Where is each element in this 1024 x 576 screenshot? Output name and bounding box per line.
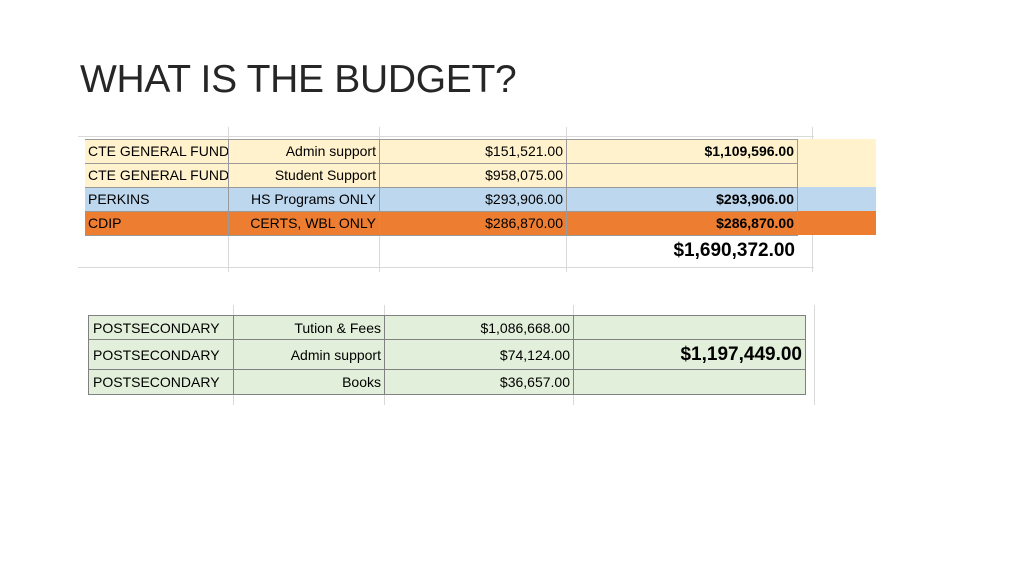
subtotal-cell: $293,906.00 <box>567 187 798 211</box>
table-row: CTE GENERAL FUND Admin support $151,521.… <box>85 139 876 163</box>
purpose-cell: Books <box>233 369 385 395</box>
purpose-cell: Admin support <box>229 139 380 163</box>
purpose-cell: Student Support <box>229 163 380 187</box>
gridline <box>78 136 814 137</box>
fund-cell: CDIP <box>85 211 229 235</box>
fund-cell: POSTSECONDARY <box>88 339 234 370</box>
fund-cell: POSTSECONDARY <box>88 369 234 395</box>
amount-cell: $293,906.00 <box>380 187 567 211</box>
row-border <box>85 235 798 236</box>
row-border <box>85 211 798 212</box>
purpose-cell: Admin support <box>233 339 385 370</box>
row-border <box>85 163 798 164</box>
slide-title: WHAT IS THE BUDGET? <box>80 58 517 101</box>
amount-cell: $1,086,668.00 <box>384 315 574 340</box>
gridline <box>78 267 814 268</box>
amount-cell: $36,657.00 <box>384 369 574 395</box>
row-border <box>85 187 798 188</box>
gridline <box>814 305 815 405</box>
table-row: CTE GENERAL FUND Student Support $958,07… <box>85 163 876 187</box>
amount-cell: $958,075.00 <box>380 163 567 187</box>
table-row: PERKINS HS Programs ONLY $293,906.00 $29… <box>85 187 876 211</box>
empty-cell <box>573 315 806 340</box>
fund-cell: PERKINS <box>85 187 229 211</box>
purpose-cell: CERTS, WBL ONLY <box>229 211 380 235</box>
purpose-cell: HS Programs ONLY <box>229 187 380 211</box>
table-row: CDIP CERTS, WBL ONLY $286,870.00 $286,87… <box>85 211 876 235</box>
fund-cell: CTE GENERAL FUND <box>85 163 229 187</box>
amount-cell: $286,870.00 <box>380 211 567 235</box>
fund-cell: CTE GENERAL FUND <box>85 139 229 163</box>
fund-cell: POSTSECONDARY <box>88 315 234 340</box>
empty-cell <box>573 369 806 395</box>
postsecondary-grid: POSTSECONDARY Tution & Fees $1,086,668.0… <box>88 315 806 395</box>
amount-cell: $151,521.00 <box>380 139 567 163</box>
grand-total: $1,690,372.00 <box>673 240 795 261</box>
subtotal-cell <box>567 163 798 187</box>
budget-table-postsecondary: POSTSECONDARY Tution & Fees $1,086,668.0… <box>80 305 816 405</box>
amount-cell: $74,124.00 <box>384 339 574 370</box>
subtotal-cell: $1,109,596.00 <box>567 139 798 163</box>
postsecondary-total: $1,197,449.00 <box>573 339 806 370</box>
budget-table-high-school: CTE GENERAL FUND Admin support $151,521.… <box>78 127 876 272</box>
row-border <box>85 139 798 140</box>
subtotal-cell: $286,870.00 <box>567 211 798 235</box>
purpose-cell: Tution & Fees <box>233 315 385 340</box>
